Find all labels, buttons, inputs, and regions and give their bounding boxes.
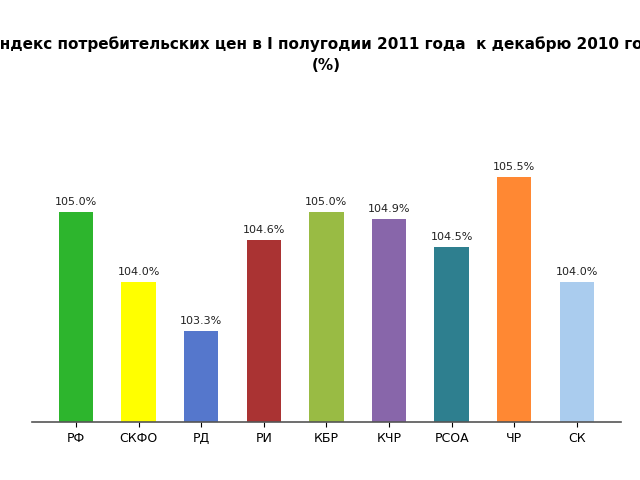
Bar xyxy=(246,240,281,422)
Text: 104.6%: 104.6% xyxy=(243,225,285,235)
Bar xyxy=(184,331,218,422)
Bar xyxy=(497,178,531,422)
Text: 103.3%: 103.3% xyxy=(180,316,222,326)
Bar xyxy=(559,282,594,422)
Text: 104.0%: 104.0% xyxy=(556,267,598,277)
Text: 104.5%: 104.5% xyxy=(431,232,473,242)
Bar xyxy=(309,212,344,422)
Text: 105.0%: 105.0% xyxy=(55,197,97,207)
Text: 105.5%: 105.5% xyxy=(493,162,535,172)
Bar xyxy=(435,247,469,422)
Text: 104.0%: 104.0% xyxy=(117,267,160,277)
Title: Индекс потребительских цен в I полугодии 2011 года  к декабрю 2010 года
(%): Индекс потребительских цен в I полугодии… xyxy=(0,36,640,73)
Bar xyxy=(122,282,156,422)
Bar xyxy=(372,219,406,422)
Text: 105.0%: 105.0% xyxy=(305,197,348,207)
Bar xyxy=(59,212,93,422)
Text: 104.9%: 104.9% xyxy=(368,204,410,214)
